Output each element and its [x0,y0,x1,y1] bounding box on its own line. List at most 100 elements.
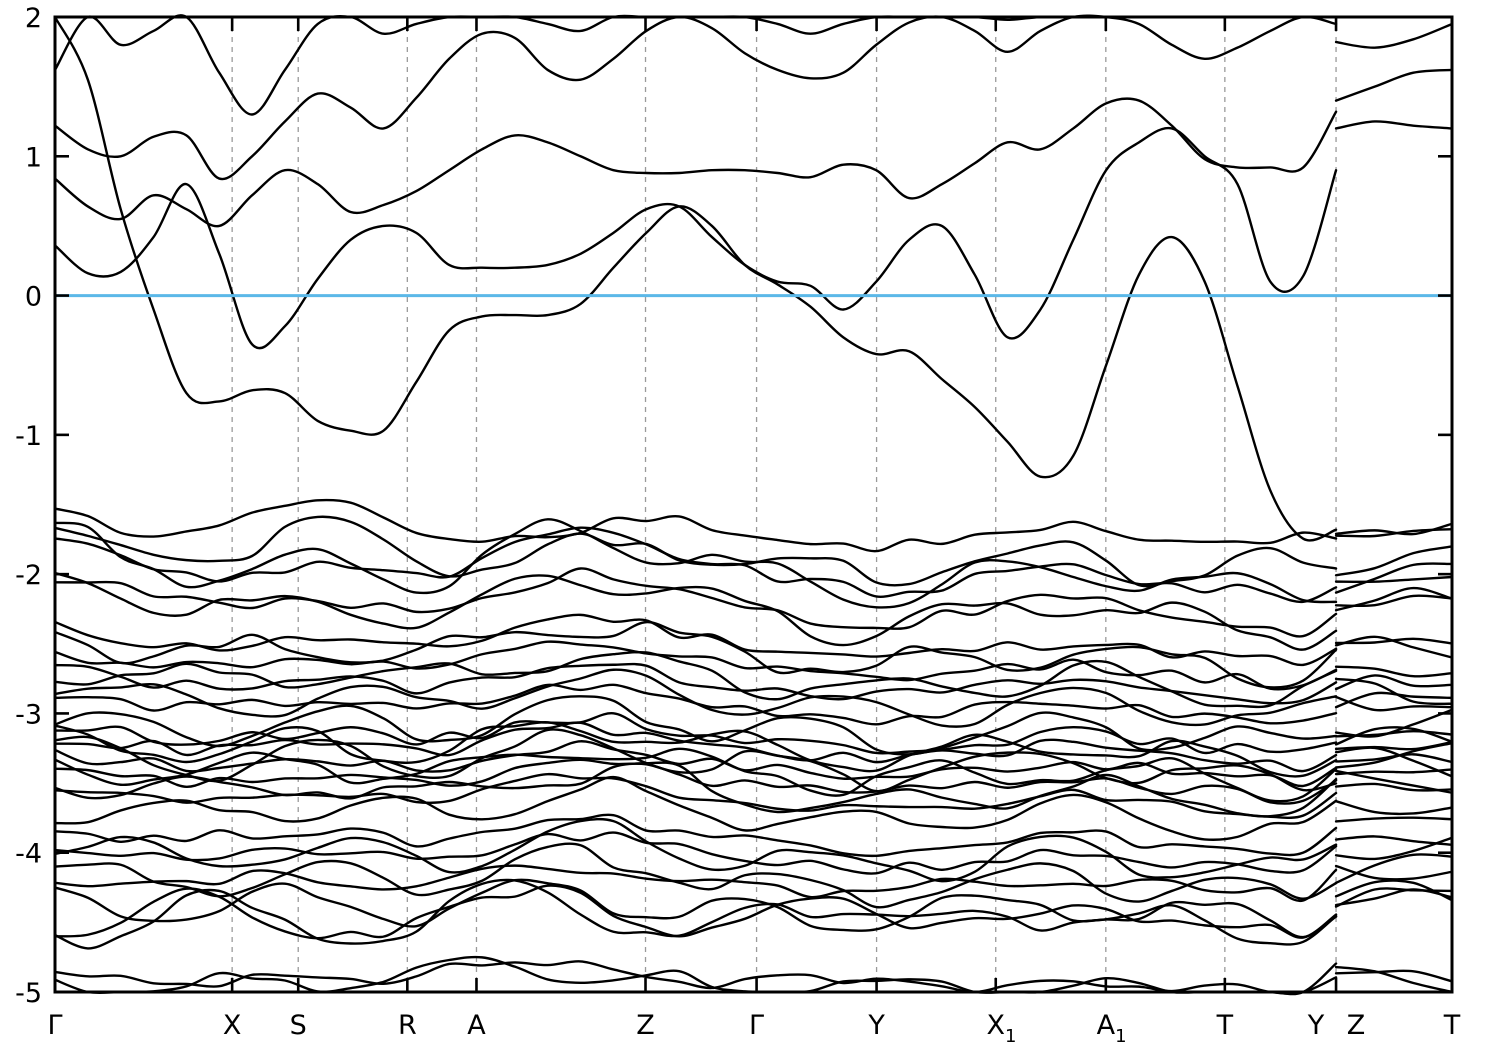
x-tick-label: T [1443,1010,1461,1041]
band-curve [53,817,1338,883]
band-curve [53,15,1338,542]
band-curve [1334,527,1454,538]
band-curve [1334,695,1454,712]
band-curve [1334,68,1454,102]
x-tick-label: A [467,1010,486,1041]
band-curve [1334,575,1454,584]
band-curve [53,620,1338,689]
x-tick-label: Z [1347,1010,1366,1041]
svg-text:Z: Z [636,1010,655,1041]
y-axis-tick-labels: 2 1 0 -1 -2 -3 -4 -5 [15,3,42,1009]
x-tick-label: Y [1307,1010,1325,1041]
band-curve [1334,816,1454,823]
band-curve [53,772,1338,819]
band-curve [1334,665,1454,678]
band-curve [1334,677,1454,706]
x-tick-label: Z [636,1010,655,1041]
band-curves [53,14,1454,996]
band-curve [53,571,1338,651]
band-curve [53,640,1338,691]
band-curve [53,498,1338,553]
band-curve [53,955,1338,996]
x-tick-label: R [398,1010,417,1041]
band-curve [1334,836,1454,861]
band-curve [53,878,1338,939]
band-curve [1334,864,1454,881]
band-curve [53,650,1338,709]
band-curve [53,662,1338,705]
y-tick-label: 2 [25,3,42,34]
y-tick-label: 0 [25,282,42,313]
band-curve [1334,853,1454,885]
band-curve [53,842,1338,909]
x-tick-label: Γ [47,1010,62,1041]
band-curve [1334,965,1454,994]
band-curve [53,518,1338,609]
y-tick-label: -5 [15,978,42,1009]
svg-text:A: A [467,1010,486,1041]
band-curve [53,775,1338,841]
y-tick-label: -3 [15,699,42,730]
x-tick-label-subscript: 1 [1005,1026,1016,1047]
band-curve [53,668,1338,728]
band-curve [53,97,1338,228]
band-curve [53,813,1338,858]
band-curve [53,567,1338,638]
band-curve [1334,120,1454,130]
svg-text:X: X [223,1010,242,1041]
svg-text:T: T [1443,1010,1461,1041]
band-curve [53,878,1338,950]
svg-text:R: R [398,1010,417,1041]
band-curve [1334,741,1454,769]
band-curve [1334,586,1454,612]
svg-text:A: A [1097,1010,1116,1041]
x-tick-label: Y [867,1010,885,1041]
band-curve [53,831,1338,875]
svg-text:S: S [290,1010,307,1041]
band-curve [53,721,1338,778]
band-curve [1334,562,1454,594]
band-curve [1334,22,1454,49]
svg-text:X: X [986,1010,1005,1041]
x-tick-label: S [290,1010,307,1041]
band-curve [1334,708,1454,738]
x-tick-label: X [223,1010,242,1041]
band-curve [1334,545,1454,577]
band-curve [53,721,1338,773]
band-curve [53,740,1338,788]
band-curve [53,515,1338,588]
x-tick-label: T [1216,1010,1234,1041]
svg-text:T: T [1216,1010,1234,1041]
band-curve [53,14,1338,181]
band-curve [1334,769,1454,794]
band-curve [1334,879,1454,902]
band-curve [1334,799,1454,816]
y-tick-label: -1 [15,421,42,452]
x-tick-label-subscript: 1 [1115,1026,1126,1047]
band-curve [53,695,1338,756]
x-axis-ticks [230,17,1338,992]
band-curve [1334,726,1454,746]
band-curve [1334,768,1454,776]
svg-text:Y: Y [867,1010,885,1041]
band-curve [1334,635,1454,659]
band-curve [1334,969,1454,983]
band-curve [53,864,1338,903]
plot-frame [53,15,1454,994]
band-curve [1334,674,1454,691]
band-curve [53,747,1338,803]
band-curve [53,761,1338,818]
svg-text:Γ: Γ [47,1010,62,1041]
svg-text:Z: Z [1347,1010,1366,1041]
svg-text:Γ: Γ [749,1010,764,1041]
band-curve [1334,746,1454,778]
x-tick-label: Γ [749,1010,764,1041]
y-tick-label: -2 [15,560,42,591]
y-axis-ticks [55,15,1452,994]
svg-text:Y: Y [1307,1010,1325,1041]
